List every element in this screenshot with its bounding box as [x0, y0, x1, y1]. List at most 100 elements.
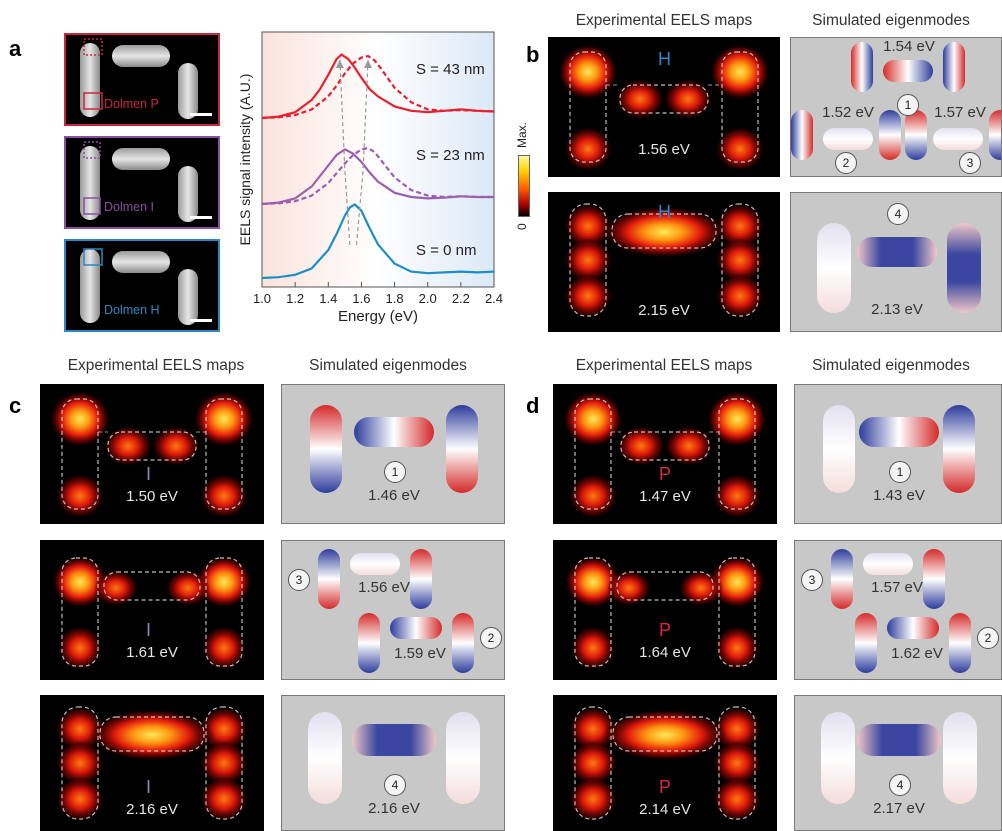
- charge-distribution-rod: [390, 617, 442, 639]
- mode-number-badge: 1: [889, 461, 911, 483]
- mode-energy-label: 1.57 eV: [925, 104, 995, 121]
- charge-distribution-rod: [817, 223, 851, 313]
- sem-image-p: Dolmen P: [64, 33, 220, 126]
- charge-distribution-rod: [350, 553, 400, 575]
- map-energy-label: 2.16 eV: [40, 801, 264, 818]
- sim-eigenmode-c-1: 1 1.46 eV: [281, 384, 505, 524]
- mode-energy-label: 1.56 eV: [344, 579, 424, 596]
- mode-number-badge: 1: [384, 461, 406, 483]
- series-label: S = 23 nm: [416, 147, 485, 164]
- mode-number-badge: 4: [384, 774, 406, 796]
- mode-energy-label: 1.57 eV: [857, 579, 937, 596]
- eels-map-d-3: P 2.14 eV: [553, 695, 777, 831]
- eels-spectra-chart: 1.0 1.2 1.4 1.6 1.8 2.0 2.2 2.4 Energy (eV) EELS …: [232, 30, 502, 330]
- charge-distribution-rod: [943, 405, 975, 493]
- sem-dolmen-name: Dolmen H: [104, 303, 160, 317]
- dolmen-type-letter: I: [146, 620, 151, 641]
- charge-distribution-rod: [318, 549, 340, 609]
- dolmen-type-letter: P: [659, 777, 671, 798]
- eels-map-d-2: P 1.64 eV: [553, 540, 777, 680]
- charge-distribution-rod: [831, 549, 853, 609]
- x-tick-label: 1.6: [352, 291, 370, 306]
- panel-label-d: d: [526, 393, 539, 419]
- map-energy-label: 1.64 eV: [553, 644, 777, 661]
- header-exp-b: Experimental EELS maps: [548, 12, 780, 30]
- dolmen-type-letter: P: [659, 464, 671, 485]
- x-tick-label: 2.4: [485, 291, 503, 306]
- mode-number-badge: 3: [288, 569, 310, 591]
- charge-distribution-rod: [823, 405, 855, 493]
- mode-number-badge: 2: [977, 627, 999, 649]
- eels-map-c-3: I 2.16 eV: [40, 695, 264, 831]
- mode-number-badge: 4: [887, 203, 909, 225]
- dolmen-type-letter: P: [659, 620, 671, 641]
- eels-map-c-2: I 1.61 eV: [40, 540, 264, 680]
- charge-distribution-rod: [949, 613, 971, 673]
- charge-distribution-rod: [823, 128, 873, 150]
- x-tick-label: 1.4: [319, 291, 337, 306]
- mode-number-badge: 3: [801, 569, 823, 591]
- sim-eigenmode-b-1: 1.54 eV 1 1.52 eV 2 1.57 eV 3: [790, 37, 1002, 177]
- charge-distribution-rod: [446, 712, 480, 804]
- mode-number-badge: 3: [959, 152, 981, 174]
- header-exp-c: Experimental EELS maps: [40, 357, 272, 375]
- header-sim-b: Simulated eigenmodes: [780, 12, 1002, 30]
- sem-dolmen-name: Dolmen I: [104, 200, 154, 214]
- dolmen-type-letter: H: [658, 49, 671, 70]
- charge-distribution-rod: [943, 712, 977, 804]
- map-energy-label: 1.47 eV: [553, 488, 777, 505]
- charge-distribution-rod: [905, 110, 927, 160]
- dolmen-type-letter: I: [146, 464, 151, 485]
- header-sim-c: Simulated eigenmodes: [272, 357, 504, 375]
- sem-dolmen-name: Dolmen P: [104, 97, 159, 111]
- x-tick-label: 1.0: [253, 291, 271, 306]
- charge-distribution-rod: [887, 617, 939, 639]
- mode-number-badge: 2: [835, 152, 857, 174]
- mode-energy-label: 1.52 eV: [813, 104, 883, 121]
- charge-distribution-rod: [821, 712, 855, 804]
- x-axis-label: Energy (eV): [338, 308, 418, 325]
- charge-distribution-rod: [863, 553, 913, 575]
- eels-map-b-2: H 2.15 eV: [548, 192, 780, 332]
- eels-map-c-1: I 1.50 eV: [40, 384, 264, 524]
- x-tick-label: 1.2: [286, 291, 304, 306]
- charge-distribution-rod: [857, 237, 937, 267]
- colorbar-min-label: 0: [515, 223, 529, 230]
- sim-eigenmode-d-2: 3 1.57 eV 2 1.62 eV: [794, 540, 1002, 680]
- sim-eigenmode-b-2: 4 2.13 eV: [790, 192, 1002, 332]
- series-label: S = 43 nm: [416, 61, 485, 78]
- map-energy-label: 2.15 eV: [548, 302, 780, 319]
- x-tick-label: 2.2: [452, 291, 470, 306]
- charge-distribution-rod: [452, 613, 474, 673]
- sim-eigenmode-d-1: 1 1.43 eV: [794, 384, 1002, 524]
- dolmen-type-letter: H: [658, 202, 671, 223]
- colorbar: [518, 155, 530, 217]
- map-energy-label: 1.56 eV: [548, 141, 780, 158]
- charge-distribution-rod: [358, 613, 380, 673]
- sem-image-i: Dolmen I: [64, 136, 220, 229]
- mode-energy-label: 1.62 eV: [877, 645, 957, 662]
- mode-energy-label: 1.43 eV: [795, 487, 1002, 504]
- charge-distribution-rod: [352, 724, 436, 756]
- panel-label-b: b: [526, 42, 539, 68]
- header-sim-d: Simulated eigenmodes: [780, 357, 1002, 375]
- mode-energy-label: 1.54 eV: [871, 38, 947, 55]
- eels-map-d-1: P 1.47 eV: [553, 384, 777, 524]
- mode-energy-label: 2.16 eV: [282, 800, 505, 817]
- mode-number-badge: 2: [480, 627, 502, 649]
- charge-distribution-rod: [947, 223, 981, 313]
- charge-distribution-rod: [933, 128, 983, 150]
- charge-distribution-rod: [859, 417, 939, 447]
- panel-label-a: a: [9, 36, 21, 62]
- map-energy-label: 1.50 eV: [40, 488, 264, 505]
- sim-eigenmode-d-3: 4 2.17 eV: [794, 695, 1002, 831]
- mode-number-badge: 4: [889, 774, 911, 796]
- charge-distribution-rod: [851, 42, 873, 92]
- mode-energy-label: 1.59 eV: [380, 645, 460, 662]
- charge-distribution-rod: [855, 613, 877, 673]
- x-tick-label: 2.0: [419, 291, 437, 306]
- sem-image-h: Dolmen H: [64, 239, 220, 332]
- charge-distribution-rod: [354, 417, 434, 447]
- charge-distribution-rod: [308, 712, 342, 804]
- mode-number-badge: 1: [897, 94, 919, 116]
